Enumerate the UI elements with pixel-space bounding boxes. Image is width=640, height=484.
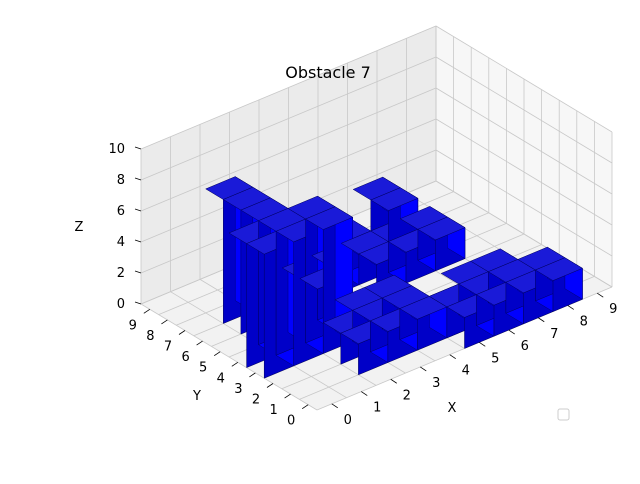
- x-tick-mark: [597, 292, 604, 298]
- y-tick-mark: [231, 361, 239, 367]
- y-axis-label: Y: [192, 389, 201, 404]
- x-tick-label: 0: [344, 413, 352, 428]
- z-tick-mark: [134, 208, 142, 212]
- y-tick-mark: [301, 404, 309, 410]
- x-tick-mark: [390, 378, 397, 384]
- y-tick-label: 3: [234, 382, 242, 397]
- chart-title: Obstacle 7: [285, 63, 371, 82]
- y-tick-mark: [213, 351, 221, 357]
- x-tick-label: 3: [432, 376, 440, 391]
- y-tick-label: 8: [146, 329, 154, 344]
- y-tick-mark: [249, 372, 256, 378]
- x-tick-mark: [567, 305, 574, 310]
- x-axis-label: X: [448, 401, 457, 416]
- x-tick-mark: [331, 403, 338, 409]
- grid-line: [140, 56, 613, 181]
- x-tick-mark: [479, 342, 486, 347]
- y-tick-label: 6: [181, 350, 189, 365]
- z-tick-label: 2: [117, 266, 125, 281]
- z-tick-label: 10: [108, 142, 125, 157]
- y-tick-mark: [178, 330, 186, 335]
- z-tick-label: 6: [117, 204, 125, 219]
- y-tick-label: 2: [252, 393, 260, 408]
- x-tick-label: 6: [521, 339, 529, 354]
- legend-box: [557, 408, 570, 421]
- x-tick-label: 1: [373, 401, 381, 416]
- y-tick-mark: [196, 340, 203, 346]
- x-tick-label: 2: [403, 388, 411, 403]
- z-tick-mark: [134, 239, 142, 243]
- voxel-face: [305, 206, 354, 230]
- voxel-layer: [205, 176, 584, 379]
- z-tick-mark: [134, 146, 142, 150]
- y-tick-mark: [266, 383, 274, 388]
- z-tick-mark: [134, 301, 142, 305]
- x-tick-label: 4: [462, 364, 470, 379]
- y-tick-label: 7: [164, 340, 172, 355]
- grid-line: [140, 87, 613, 212]
- y-tick-mark: [161, 319, 168, 325]
- y-tick-label: 9: [129, 318, 137, 333]
- z-tick-mark: [134, 270, 142, 274]
- voxel-face: [534, 257, 584, 281]
- voxel-face: [417, 216, 466, 241]
- x-tick-mark: [508, 329, 515, 335]
- z-axis-label: Z: [75, 220, 84, 235]
- y-tick-label: 4: [217, 371, 225, 386]
- x-tick-label: 7: [550, 327, 558, 342]
- x-tick-mark: [361, 391, 368, 396]
- x-tick-mark: [538, 317, 545, 323]
- voxel-face: [370, 187, 419, 211]
- y-tick-mark: [143, 308, 151, 314]
- z-tick-label: 4: [117, 235, 125, 250]
- y-tick-label: 1: [269, 403, 277, 418]
- z-tick-label: 8: [117, 173, 125, 188]
- y-tick-label: 0: [287, 414, 295, 429]
- y-tick-label: 5: [199, 361, 207, 376]
- x-tick-mark: [449, 354, 456, 359]
- voxel-column: [417, 216, 466, 272]
- grid-line: [140, 25, 613, 150]
- y-tick-mark: [284, 393, 291, 399]
- x-tick-label: 9: [609, 302, 617, 317]
- z-tick-label: 0: [117, 297, 125, 312]
- x-tick-label: 5: [491, 351, 499, 366]
- voxel-column: [534, 257, 584, 312]
- z-tick-mark: [134, 177, 142, 181]
- x-tick-mark: [420, 366, 427, 372]
- x-tick-label: 8: [580, 314, 588, 329]
